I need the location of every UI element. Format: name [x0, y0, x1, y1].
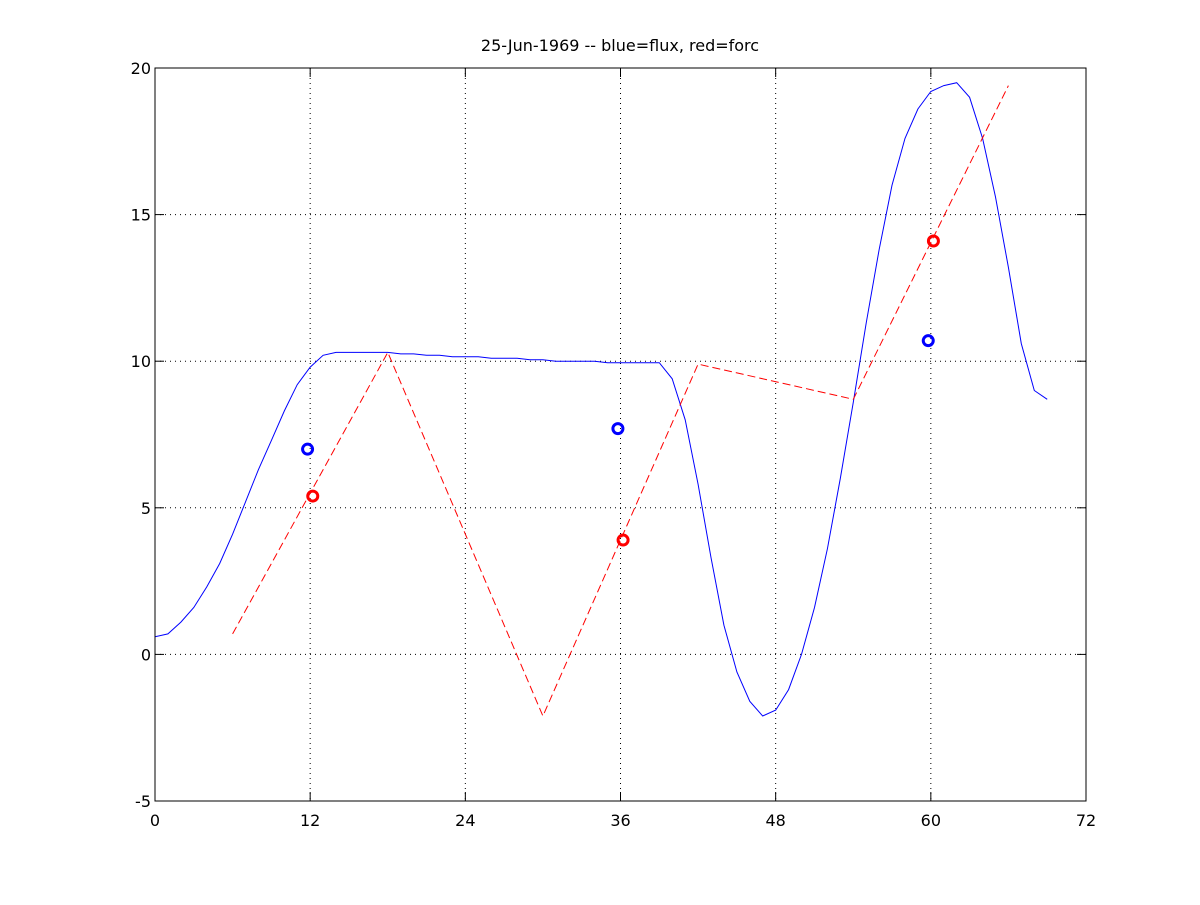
y-tick-label: -5	[135, 792, 151, 811]
y-tick-label: 20	[131, 59, 151, 78]
y-tick-label: 0	[141, 645, 151, 664]
series-2-marker	[306, 489, 320, 503]
chart-title: 25-Jun-1969 -- blue=flux, red=forc	[481, 36, 759, 55]
series-line-2	[232, 85, 1009, 718]
series-layer	[154, 82, 1048, 718]
x-tick-label: 24	[455, 811, 475, 830]
series-1-marker	[921, 334, 935, 348]
x-tick-label: 0	[150, 811, 160, 830]
series-line-1	[154, 82, 1048, 717]
grid-layer	[155, 68, 1086, 801]
series-2-marker	[926, 234, 940, 248]
series-2-marker	[616, 533, 630, 547]
series-1-marker	[301, 442, 315, 456]
series-1-marker	[611, 422, 625, 436]
x-tick-label: 12	[300, 811, 320, 830]
y-tick-label: 5	[141, 499, 151, 518]
x-tick-label: 48	[765, 811, 785, 830]
y-tick-label: 10	[131, 352, 151, 371]
x-tick-label: 60	[921, 811, 941, 830]
x-tick-label: 36	[610, 811, 630, 830]
x-tick-label: 72	[1076, 811, 1096, 830]
y-tick-label: 15	[131, 206, 151, 225]
